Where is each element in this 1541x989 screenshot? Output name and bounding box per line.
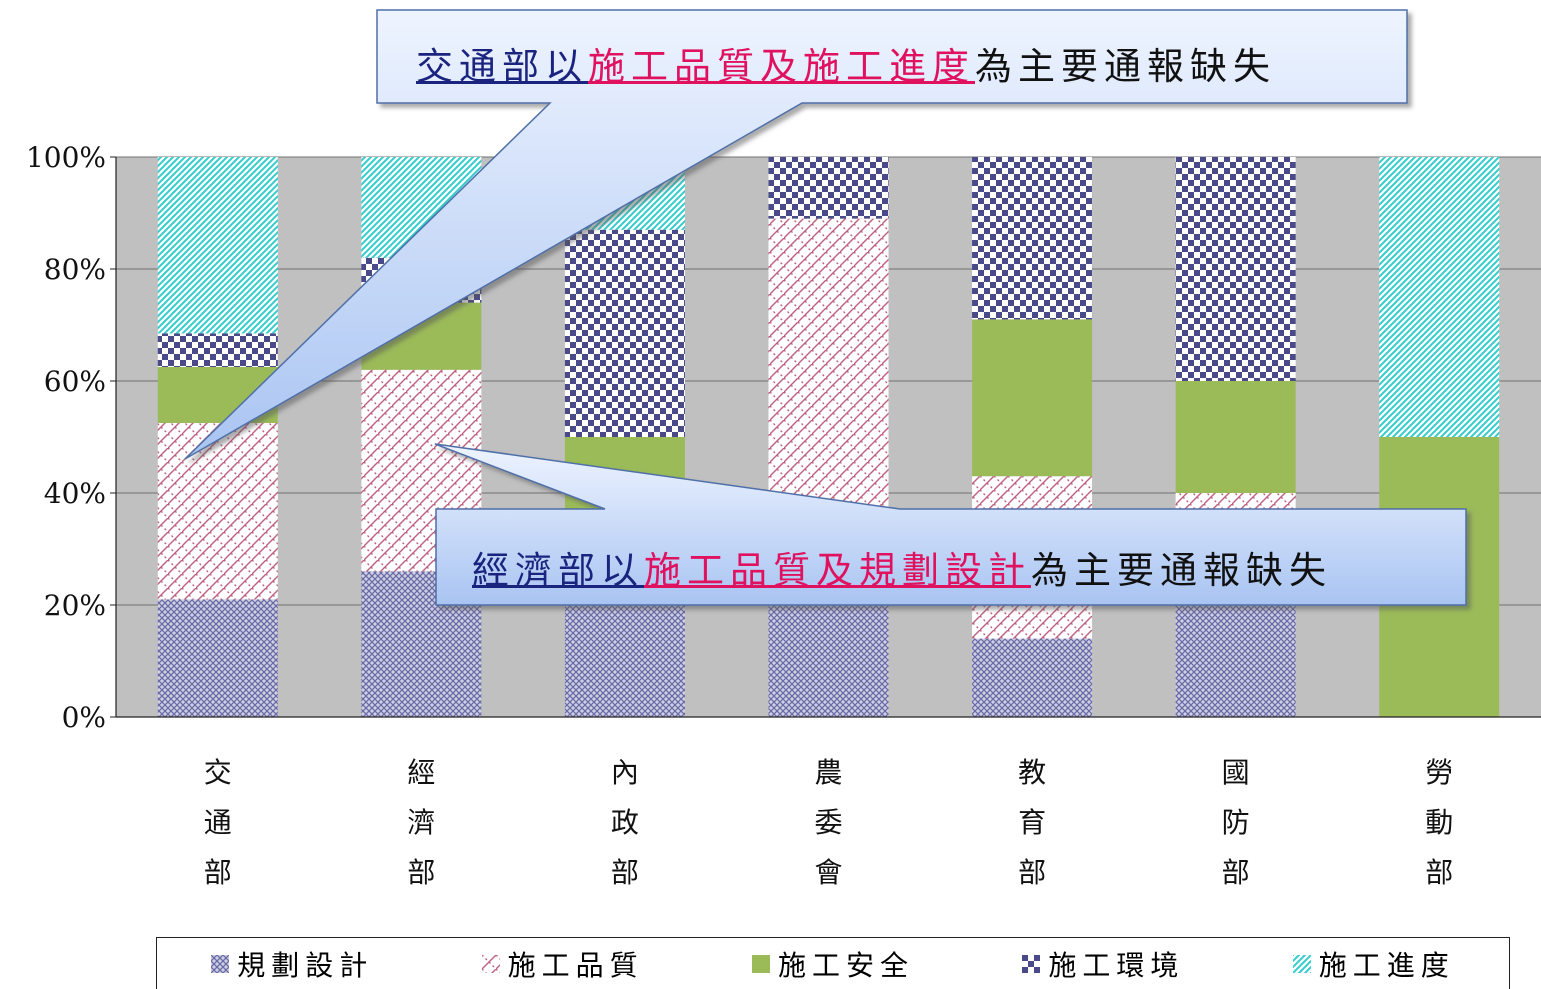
callout-2-key: 施工品質及規劃設計: [644, 549, 1031, 592]
callout-2-dept: 經濟部以: [472, 549, 644, 592]
y-tick-label: 100%: [26, 141, 106, 174]
x-tick-label: 經濟部: [407, 756, 435, 889]
callout-2-text: 經濟部以施工品質及規劃設計為主要通報缺失: [472, 540, 1332, 594]
legend-item: 施工環境: [1022, 944, 1184, 984]
callout-2-shape: [434, 443, 1467, 606]
x-tick-label: 交通部: [204, 756, 232, 889]
bar-segment: [1175, 157, 1296, 381]
x-tick-label: 教育部: [1018, 756, 1046, 889]
y-tick-label: 60%: [44, 365, 106, 398]
y-tick-label: 0%: [62, 701, 106, 734]
callout-1-rest: 為主要通報缺失: [975, 45, 1276, 88]
callout-1-key: 施工品質及施工進度: [588, 45, 975, 88]
x-tick-label: 內政部: [611, 756, 639, 889]
x-tick-label: 勞動部: [1425, 756, 1453, 889]
legend-label: 施工品質: [507, 948, 644, 982]
x-tick-label: 國防部: [1222, 756, 1250, 889]
bar-segment: [972, 157, 1093, 320]
bar-segment: [157, 157, 278, 334]
y-tick-label: 40%: [44, 477, 106, 510]
callout-1-text: 交通部以施工品質及施工進度為主要通報缺失: [416, 36, 1276, 90]
callout-2-rest: 為主要通報缺失: [1031, 549, 1332, 592]
legend-swatch: [211, 954, 230, 973]
bar-segment: [564, 599, 685, 717]
bar-segment: [564, 229, 685, 437]
legend-label: 規劃設計: [237, 948, 374, 982]
y-tick-label: 20%: [44, 589, 106, 622]
bar-segment: [157, 599, 278, 717]
legend-item: 施工進度: [1292, 944, 1455, 984]
callout-1-dept: 交通部以: [416, 45, 588, 88]
bar-segment: [157, 423, 278, 600]
legend-swatch: [1022, 954, 1041, 973]
legend-item: 施工品質: [481, 944, 644, 984]
legend-label: 施工進度: [1318, 948, 1455, 982]
legend-item: 規劃設計: [211, 944, 373, 984]
bar-segment: [768, 157, 889, 219]
legend: 規劃設計 施工品質 施工安全 施工環境 施工進度: [156, 937, 1510, 989]
bar-segment: [768, 599, 889, 717]
y-tick-label: 80%: [44, 253, 106, 286]
legend-swatch: [1292, 954, 1311, 973]
bar-segment: [972, 638, 1093, 717]
bar-segment: [1175, 599, 1296, 717]
bar-segment: [972, 319, 1093, 477]
legend-item: 施工安全: [751, 944, 914, 984]
bar-segment: [1175, 381, 1296, 493]
legend-label: 施工安全: [777, 948, 914, 982]
legend-swatch: [481, 954, 500, 973]
bar-segment: [157, 333, 278, 367]
x-tick-label: 農委會: [814, 756, 842, 889]
callout-1-shape: [184, 9, 1408, 460]
legend-label: 施工環境: [1048, 948, 1185, 982]
bar-segment: [1379, 157, 1500, 437]
legend-swatch: [751, 954, 770, 973]
